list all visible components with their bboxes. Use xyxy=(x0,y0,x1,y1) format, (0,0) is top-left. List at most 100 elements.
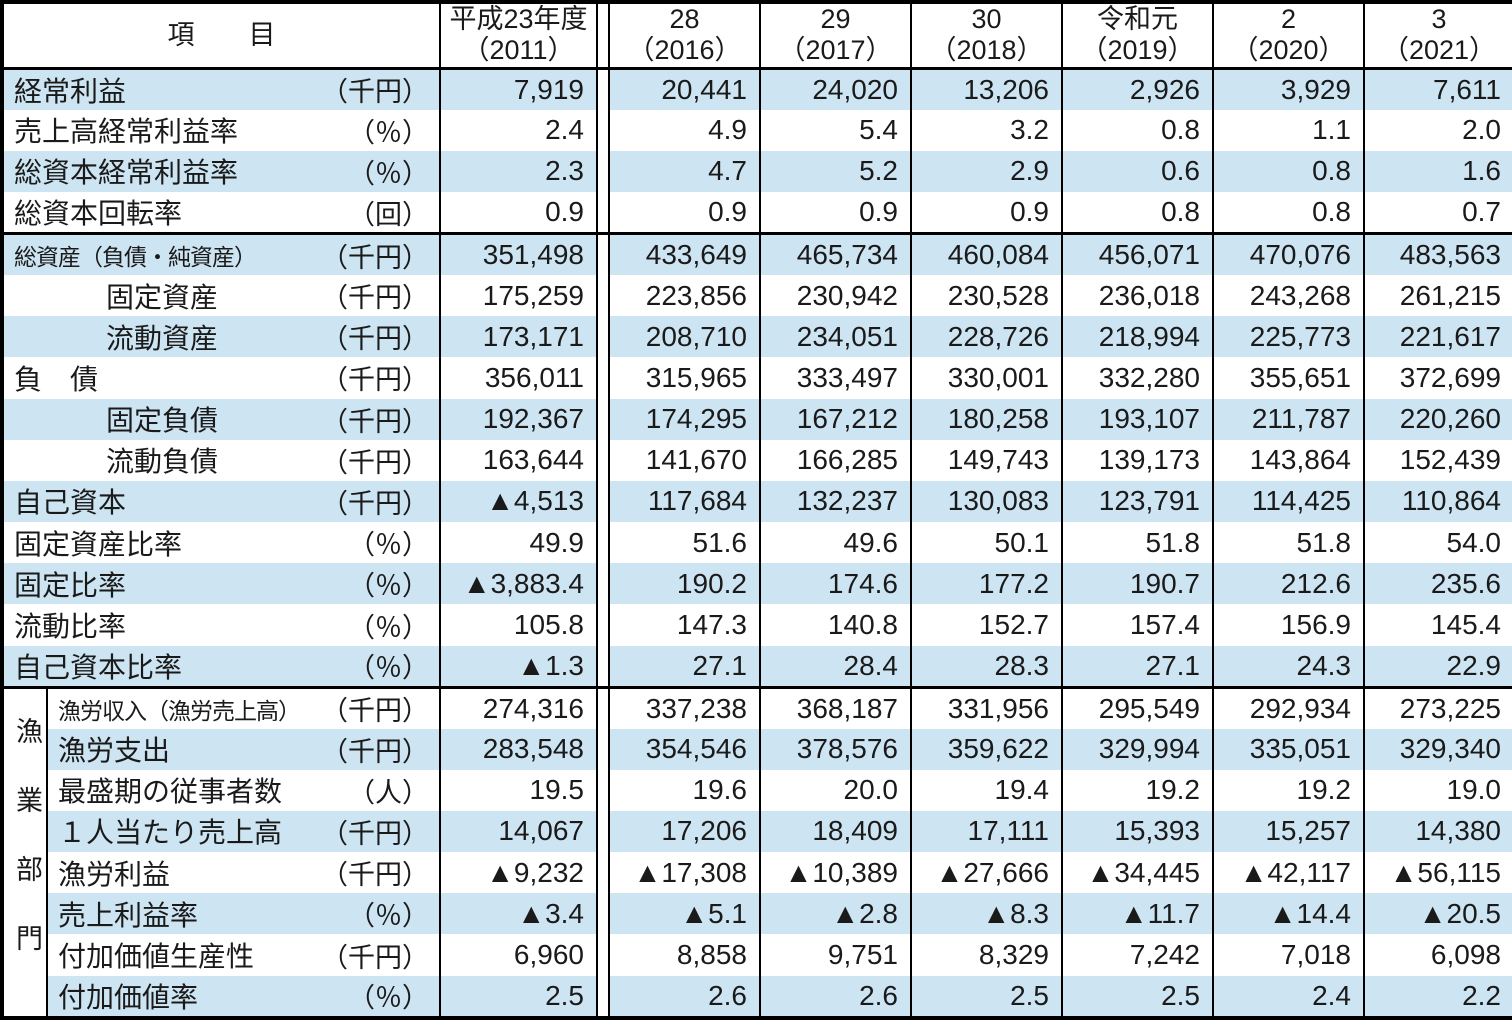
row-unit-label: （％） xyxy=(348,612,429,643)
value-cell: 470,076 xyxy=(1212,232,1364,275)
row-unit-label: （千円） xyxy=(321,283,429,314)
row-unit-label: （千円） xyxy=(321,77,429,108)
row-label: 流動比率 xyxy=(14,611,127,643)
row-label: 固定比率 xyxy=(14,569,127,601)
row-label-cell: 最盛期の従事者数 （人） xyxy=(46,769,440,811)
value-cell: ▲1.3 xyxy=(439,645,597,688)
value-cell: 2.0 xyxy=(1363,109,1512,151)
row-label-cell: 総資本経常利益率 （％） xyxy=(2,150,440,193)
value-cell: 145.4 xyxy=(1363,604,1512,646)
value-cell: 167,212 xyxy=(759,398,911,440)
row-label-layout: 最盛期の従事者数 （人） xyxy=(48,770,439,810)
row-label: 漁労収入（漁労売上高） xyxy=(58,697,301,724)
year-column-header: 28 （2016） xyxy=(608,2,760,70)
value-cell: 1.1 xyxy=(1212,109,1364,151)
value-cell: ▲56,115 xyxy=(1363,852,1512,894)
value-cell: 0.8 xyxy=(1212,192,1364,234)
value-cell: 329,340 xyxy=(1363,728,1512,770)
year-western-label: （2017） xyxy=(778,35,893,66)
value-cell: 15,257 xyxy=(1212,810,1364,853)
row-label-layout: 固定資産比率 （％） xyxy=(4,523,439,563)
value-cell: 292,934 xyxy=(1212,685,1364,729)
year-era-label: 3 xyxy=(1431,4,1447,35)
table-row: 流動負債 （千円） 163,644 141,670 166,285 149,743 139,… xyxy=(2,439,1512,481)
value-cell: 273,225 xyxy=(1363,685,1512,729)
double-rule-spacer xyxy=(596,357,610,399)
value-cell: 105.8 xyxy=(439,604,597,646)
table-row: 経常利益 （千円） 7,919 20,441 24,020 13,206 2,926 3,92… xyxy=(2,68,1512,110)
row-label-cell: 売上高経常利益率 （％） xyxy=(2,110,440,151)
value-cell: 230,528 xyxy=(910,274,1062,317)
row-label: 負 債 xyxy=(14,363,99,395)
table-row: 売上高経常利益率 （％） 2.4 4.9 5.4 3.2 0.8 1.1 2.0 xyxy=(2,109,1512,151)
value-cell: 6,960 xyxy=(439,934,597,976)
value-cell: 152.7 xyxy=(910,604,1062,646)
value-cell: 163,644 xyxy=(439,439,597,481)
row-unit-label: （％） xyxy=(348,983,429,1014)
value-cell: 7,242 xyxy=(1061,934,1213,976)
value-cell: 192,367 xyxy=(439,398,597,440)
value-cell: 156.9 xyxy=(1212,604,1364,646)
value-cell: 19.6 xyxy=(608,769,760,811)
value-cell: ▲10,389 xyxy=(759,852,911,894)
value-cell: 54.0 xyxy=(1363,522,1512,564)
value-cell: 110,864 xyxy=(1363,480,1512,523)
value-cell: 433,649 xyxy=(608,232,760,275)
row-label-cell: 漁労支出 （千円） xyxy=(46,728,440,770)
value-cell: ▲14.4 xyxy=(1212,893,1364,935)
value-cell: 180,258 xyxy=(910,398,1062,440)
value-cell: ▲17,308 xyxy=(608,852,760,894)
table-row: 最盛期の従事者数 （人） 19.5 19.6 20.0 19.4 19.2 19.2 19.0 xyxy=(2,769,1512,811)
double-rule-spacer xyxy=(596,150,610,193)
value-cell: 49.6 xyxy=(759,522,911,564)
value-cell: 22.9 xyxy=(1363,645,1512,688)
value-cell: 211,787 xyxy=(1212,398,1364,440)
row-label: 自己資本比率 xyxy=(14,651,183,683)
value-cell: 228,726 xyxy=(910,316,1062,358)
row-label-cell: 流動負債 （千円） xyxy=(2,440,440,481)
row-label-layout: １人当たり売上高 （千円） xyxy=(48,811,439,851)
value-cell: 173,171 xyxy=(439,316,597,358)
year-column-header: 平成23年度 （2011） xyxy=(439,2,597,70)
table-row: 固定負債 （千円） 192,367 174,295 167,212 180,258 193,… xyxy=(2,398,1512,440)
value-cell: 174.6 xyxy=(759,563,911,605)
value-cell: 2,926 xyxy=(1061,68,1213,110)
row-label-cell: 総資本回転率 （回） xyxy=(2,192,440,234)
double-rule-spacer xyxy=(596,274,610,317)
table-row: 総資産（負債・純資産） （千円） 351,498 433,649 465,734 460,… xyxy=(2,232,1512,275)
value-cell: 223,856 xyxy=(608,274,760,317)
row-unit-label: （千円） xyxy=(321,942,429,973)
value-cell: 0.9 xyxy=(759,192,911,234)
value-cell: 20.0 xyxy=(759,769,911,811)
value-cell: ▲5.1 xyxy=(608,893,760,935)
value-cell: 28.4 xyxy=(759,645,911,688)
row-label-layout: 固定比率 （％） xyxy=(4,564,439,604)
value-cell: 283,548 xyxy=(439,728,597,770)
row-label: 固定資産比率 xyxy=(14,528,183,560)
year-western-label: （2019） xyxy=(1080,35,1195,66)
double-rule-spacer xyxy=(596,810,610,853)
value-cell: 212.6 xyxy=(1212,563,1364,605)
row-label-cell: 固定負債 （千円） xyxy=(2,398,440,440)
value-cell: 354,546 xyxy=(608,728,760,770)
value-cell: 225,773 xyxy=(1212,316,1364,358)
value-cell: 0.9 xyxy=(608,192,760,234)
value-cell: 378,576 xyxy=(759,728,911,770)
row-label-layout: 固定負債 （千円） xyxy=(4,399,439,439)
row-label: 売上高経常利益率 xyxy=(14,116,239,148)
table-row: 自己資本比率 （％） ▲1.3 27.1 28.4 28.3 27.1 24.3 22.9 xyxy=(2,645,1512,688)
value-cell: ▲9,232 xyxy=(439,852,597,894)
row-unit-label: （％） xyxy=(348,530,429,561)
value-cell: ▲34,445 xyxy=(1061,852,1213,894)
value-cell: 19.5 xyxy=(439,769,597,811)
row-label-layout: 固定資産 （千円） xyxy=(4,276,439,316)
value-cell: 333,497 xyxy=(759,357,911,399)
value-cell: 7,018 xyxy=(1212,934,1364,976)
value-cell: 221,617 xyxy=(1363,316,1512,358)
table-row: 漁業部門 漁労収入（漁労売上高） （千円） 274,316 337,238 368,187… xyxy=(2,685,1512,1018)
value-cell: 157.4 xyxy=(1061,604,1213,646)
value-cell: ▲3.4 xyxy=(439,893,597,935)
row-label: 付加価値生産性 xyxy=(58,941,255,973)
double-rule-spacer xyxy=(596,728,610,770)
